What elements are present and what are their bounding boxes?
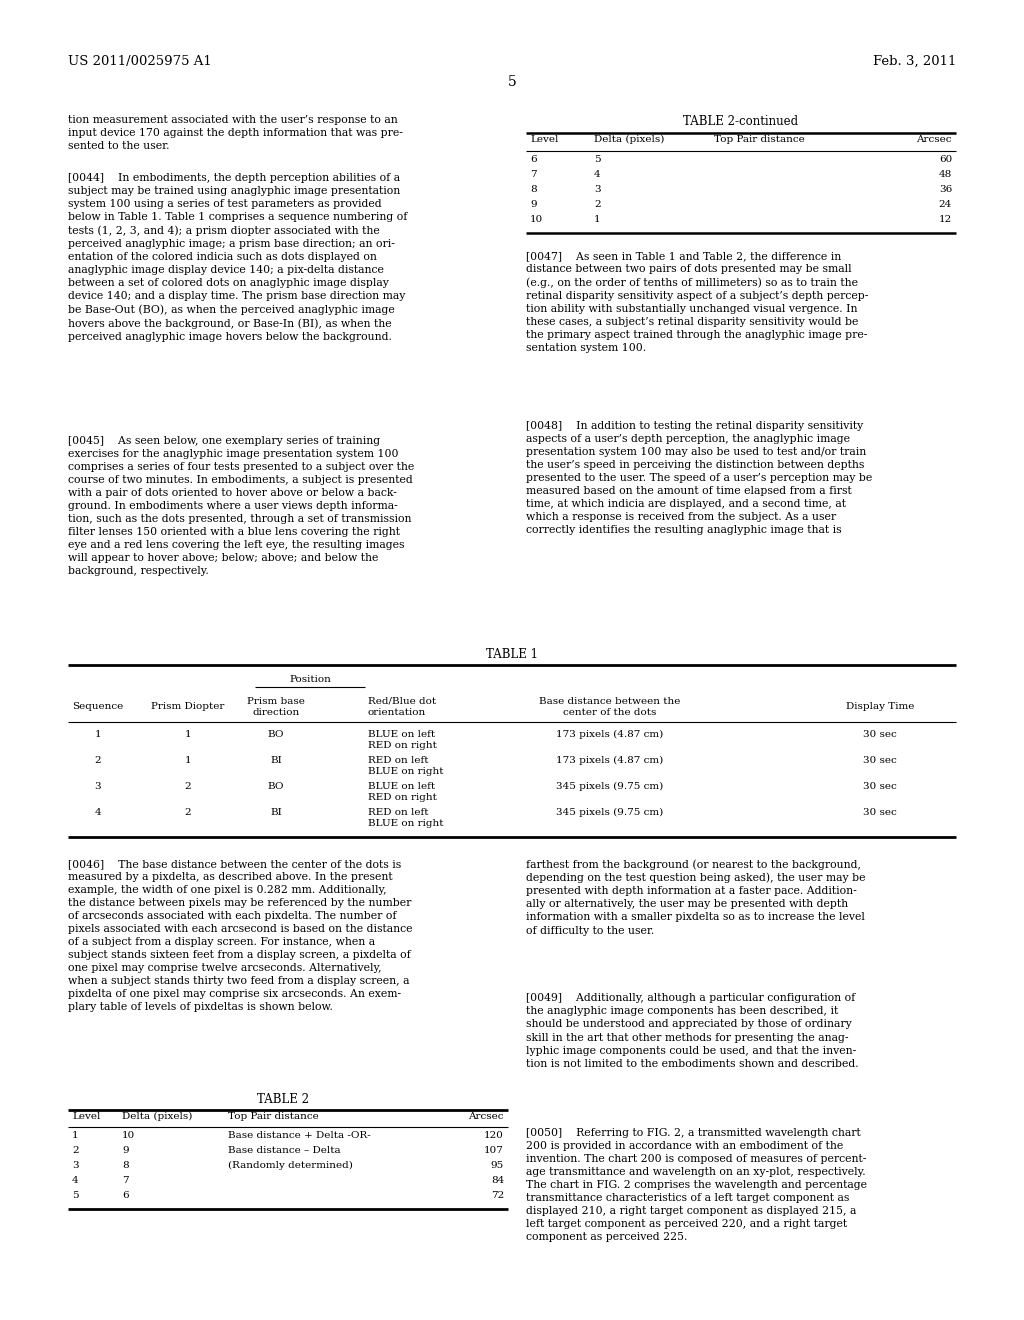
Text: 4: 4 <box>72 1176 79 1184</box>
Text: 1: 1 <box>184 756 191 766</box>
Text: RED on left
BLUE on right: RED on left BLUE on right <box>368 756 443 776</box>
Text: Display Time: Display Time <box>846 702 914 711</box>
Text: 30 sec: 30 sec <box>863 781 897 791</box>
Text: 6: 6 <box>122 1191 129 1200</box>
Text: Position: Position <box>289 675 331 684</box>
Text: BI: BI <box>270 808 282 817</box>
Text: 8: 8 <box>530 185 537 194</box>
Text: 5: 5 <box>72 1191 79 1200</box>
Text: 84: 84 <box>490 1176 504 1184</box>
Text: 10: 10 <box>122 1130 135 1139</box>
Text: Top Pair distance: Top Pair distance <box>228 1111 318 1121</box>
Text: 1: 1 <box>72 1130 79 1139</box>
Text: 30 sec: 30 sec <box>863 756 897 766</box>
Text: Red/Blue dot: Red/Blue dot <box>368 697 436 706</box>
Text: 107: 107 <box>484 1146 504 1155</box>
Text: 12: 12 <box>939 215 952 224</box>
Text: 2: 2 <box>72 1146 79 1155</box>
Text: 30 sec: 30 sec <box>863 730 897 739</box>
Text: 2: 2 <box>184 781 191 791</box>
Text: [0049]    Additionally, although a particular configuration of
the anaglyphic im: [0049] Additionally, although a particul… <box>526 994 859 1069</box>
Text: 3: 3 <box>72 1160 79 1170</box>
Text: 1: 1 <box>594 215 601 224</box>
Text: BO: BO <box>267 730 285 739</box>
Text: direction: direction <box>252 708 300 717</box>
Text: TABLE 1: TABLE 1 <box>486 648 538 661</box>
Text: [0046]    The base distance between the center of the dots is
measured by a pixd: [0046] The base distance between the cen… <box>68 859 413 1012</box>
Text: tion measurement associated with the user’s response to an
input device 170 agai: tion measurement associated with the use… <box>68 115 402 150</box>
Text: 60: 60 <box>939 154 952 164</box>
Text: orientation: orientation <box>368 708 426 717</box>
Text: [0044]    In embodiments, the depth perception abilities of a
subject may be tra: [0044] In embodiments, the depth percept… <box>68 173 408 342</box>
Text: 72: 72 <box>490 1191 504 1200</box>
Text: 173 pixels (4.87 cm): 173 pixels (4.87 cm) <box>556 730 664 739</box>
Text: TABLE 2-continued: TABLE 2-continued <box>683 115 799 128</box>
Text: Prism base: Prism base <box>247 697 305 706</box>
Text: Level: Level <box>530 135 558 144</box>
Text: 9: 9 <box>530 201 537 209</box>
Text: Delta (pixels): Delta (pixels) <box>122 1111 193 1121</box>
Text: BLUE on left
RED on right: BLUE on left RED on right <box>368 781 437 803</box>
Text: 5: 5 <box>508 75 516 88</box>
Text: 48: 48 <box>939 170 952 180</box>
Text: Sequence: Sequence <box>73 702 124 711</box>
Text: 2: 2 <box>94 756 101 766</box>
Text: farthest from the background (or nearest to the background,
depending on the tes: farthest from the background (or nearest… <box>526 859 865 936</box>
Text: 24: 24 <box>939 201 952 209</box>
Text: 9: 9 <box>122 1146 129 1155</box>
Text: Delta (pixels): Delta (pixels) <box>594 135 665 144</box>
Text: Top Pair distance: Top Pair distance <box>714 135 805 144</box>
Text: 4: 4 <box>94 808 101 817</box>
Text: 345 pixels (9.75 cm): 345 pixels (9.75 cm) <box>556 808 664 817</box>
Text: Base distance – Delta: Base distance – Delta <box>228 1146 341 1155</box>
Text: center of the dots: center of the dots <box>563 708 656 717</box>
Text: 10: 10 <box>530 215 544 224</box>
Text: Feb. 3, 2011: Feb. 3, 2011 <box>872 55 956 69</box>
Text: 2: 2 <box>594 201 601 209</box>
Text: 7: 7 <box>122 1176 129 1184</box>
Text: Level: Level <box>72 1111 100 1121</box>
Text: 95: 95 <box>490 1160 504 1170</box>
Text: 1: 1 <box>184 730 191 739</box>
Text: BLUE on left
RED on right: BLUE on left RED on right <box>368 730 437 751</box>
Text: 4: 4 <box>594 170 601 180</box>
Text: Base distance between the: Base distance between the <box>540 697 681 706</box>
Text: US 2011/0025975 A1: US 2011/0025975 A1 <box>68 55 212 69</box>
Text: 3: 3 <box>594 185 601 194</box>
Text: 120: 120 <box>484 1130 504 1139</box>
Text: BI: BI <box>270 756 282 766</box>
Text: TABLE 2: TABLE 2 <box>257 1093 309 1106</box>
Text: 6: 6 <box>530 154 537 164</box>
Text: Base distance + Delta -OR-: Base distance + Delta -OR- <box>228 1130 371 1139</box>
Text: 7: 7 <box>530 170 537 180</box>
Text: (Randomly determined): (Randomly determined) <box>228 1160 353 1170</box>
Text: 173 pixels (4.87 cm): 173 pixels (4.87 cm) <box>556 756 664 766</box>
Text: [0048]    In addition to testing the retinal disparity sensitivity
aspects of a : [0048] In addition to testing the retina… <box>526 421 872 535</box>
Text: 1: 1 <box>94 730 101 739</box>
Text: [0047]    As seen in Table 1 and Table 2, the difference in
distance between two: [0047] As seen in Table 1 and Table 2, t… <box>526 251 868 352</box>
Text: 30 sec: 30 sec <box>863 808 897 817</box>
Text: 8: 8 <box>122 1160 129 1170</box>
Text: Arcsec: Arcsec <box>469 1111 504 1121</box>
Text: 3: 3 <box>94 781 101 791</box>
Text: 36: 36 <box>939 185 952 194</box>
Text: Prism Diopter: Prism Diopter <box>152 702 224 711</box>
Text: Arcsec: Arcsec <box>916 135 952 144</box>
Text: [0050]    Referring to FIG. 2, a transmitted wavelength chart
200 is provided in: [0050] Referring to FIG. 2, a transmitte… <box>526 1127 867 1242</box>
Text: [0045]    As seen below, one exemplary series of training
exercises for the anag: [0045] As seen below, one exemplary seri… <box>68 436 415 576</box>
Text: 5: 5 <box>594 154 601 164</box>
Text: 2: 2 <box>184 808 191 817</box>
Text: BO: BO <box>267 781 285 791</box>
Text: RED on left
BLUE on right: RED on left BLUE on right <box>368 808 443 829</box>
Text: 345 pixels (9.75 cm): 345 pixels (9.75 cm) <box>556 781 664 791</box>
